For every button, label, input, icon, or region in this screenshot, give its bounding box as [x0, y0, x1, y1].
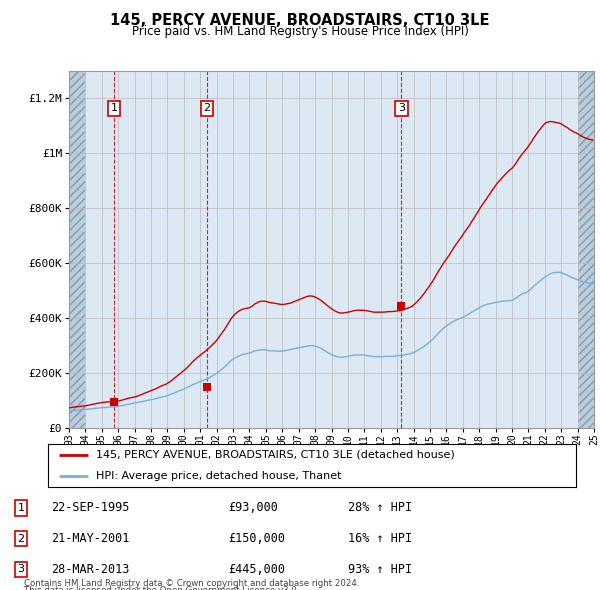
Text: 21-MAY-2001: 21-MAY-2001 [51, 532, 130, 545]
Text: £445,000: £445,000 [228, 563, 285, 576]
Text: 1: 1 [17, 503, 25, 513]
Text: 28-MAR-2013: 28-MAR-2013 [51, 563, 130, 576]
Text: 1: 1 [110, 103, 118, 113]
Text: Contains HM Land Registry data © Crown copyright and database right 2024.: Contains HM Land Registry data © Crown c… [24, 579, 359, 588]
Text: 145, PERCY AVENUE, BROADSTAIRS, CT10 3LE: 145, PERCY AVENUE, BROADSTAIRS, CT10 3LE [110, 13, 490, 28]
Text: This data is licensed under the Open Government Licence v3.0.: This data is licensed under the Open Gov… [24, 586, 299, 590]
Text: 145, PERCY AVENUE, BROADSTAIRS, CT10 3LE (detached house): 145, PERCY AVENUE, BROADSTAIRS, CT10 3LE… [95, 450, 454, 460]
Text: Price paid vs. HM Land Registry's House Price Index (HPI): Price paid vs. HM Land Registry's House … [131, 25, 469, 38]
Text: 16% ↑ HPI: 16% ↑ HPI [348, 532, 412, 545]
Text: 93% ↑ HPI: 93% ↑ HPI [348, 563, 412, 576]
Text: 28% ↑ HPI: 28% ↑ HPI [348, 502, 412, 514]
Text: 3: 3 [17, 565, 25, 574]
Text: 2: 2 [203, 103, 211, 113]
Text: 22-SEP-1995: 22-SEP-1995 [51, 502, 130, 514]
Text: £93,000: £93,000 [228, 502, 278, 514]
Text: HPI: Average price, detached house, Thanet: HPI: Average price, detached house, Than… [95, 471, 341, 481]
Text: 3: 3 [398, 103, 405, 113]
Text: 2: 2 [17, 534, 25, 543]
Text: £150,000: £150,000 [228, 532, 285, 545]
Bar [578, 71, 594, 428]
Bar [69, 71, 85, 428]
